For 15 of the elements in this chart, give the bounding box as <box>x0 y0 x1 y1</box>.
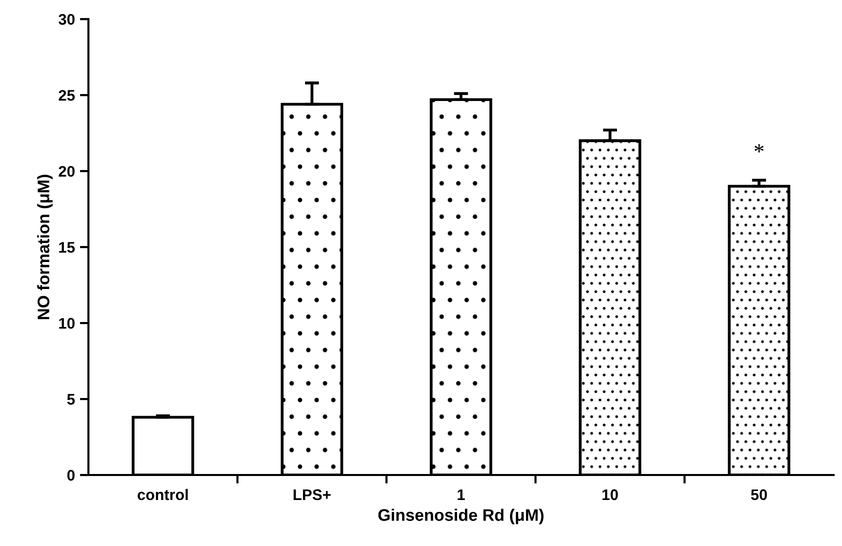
y-tick-label: 5 <box>67 394 75 405</box>
x-tick-label: 50 <box>751 489 767 500</box>
y-tick-label: 0 <box>67 470 75 481</box>
x-tick-label: 1 <box>458 489 465 500</box>
annotation: * <box>754 144 764 152</box>
x-tick-label: 10 <box>602 489 618 500</box>
x-tick-label: control <box>138 488 188 500</box>
y-axis-title: NO formation (μM) <box>37 174 53 320</box>
y-tick-label: 15 <box>59 242 75 253</box>
y-tick-label: 20 <box>58 166 75 177</box>
y-tick-label: 10 <box>59 318 75 329</box>
x-axis-title: Ginsenoside Rd (μM) <box>378 508 544 524</box>
x-tick-label: LPS+ <box>294 489 331 500</box>
y-tick-label: 30 <box>58 14 75 25</box>
y-tick-label: 25 <box>58 90 75 101</box>
